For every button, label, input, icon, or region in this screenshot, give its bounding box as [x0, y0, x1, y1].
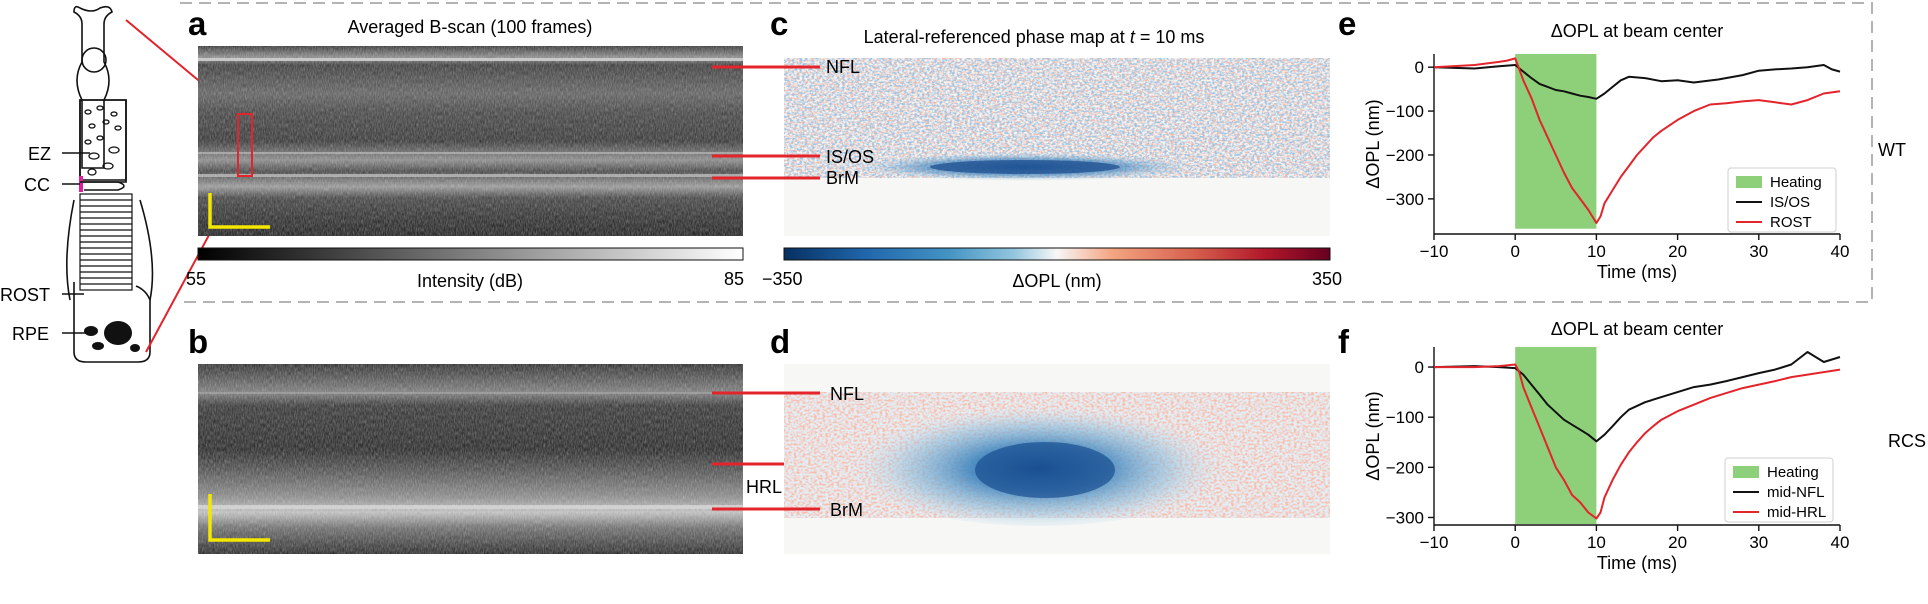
series-line-is-os — [1433, 64, 1841, 100]
x-tick-label: 0 — [1510, 242, 1519, 261]
rcs-layer-markers — [712, 391, 820, 511]
panel-letter-e: e — [1338, 5, 1356, 42]
x-tick-label: 10 — [1587, 242, 1606, 261]
heating-region — [1515, 347, 1597, 524]
intensity-colorbar — [197, 247, 744, 261]
panel-a-title: Averaged B-scan (100 frames) — [348, 17, 593, 37]
mitochondria — [84, 105, 122, 176]
bscan-wt-image — [198, 46, 743, 236]
series-line-rost — [1433, 57, 1841, 224]
x-tick-label: −10 — [1420, 242, 1449, 261]
rpe-cell — [73, 282, 151, 363]
x-tick-label: 20 — [1668, 533, 1687, 552]
melanin-granules — [84, 321, 140, 352]
y-axis-label: ΔOPL (nm) — [1363, 391, 1383, 480]
connecting-cilium — [79, 176, 83, 192]
layer-label-nfl-rcs: NFL — [830, 384, 864, 404]
label-rost: ROST — [0, 285, 50, 305]
label-ez: EZ — [28, 144, 51, 164]
chart-f: ΔOPL at beam center−10 0 10 20 30 400−100−200… — [1363, 319, 1849, 573]
legend-label: ROST — [1770, 214, 1812, 231]
series-line-mid-hrl — [1434, 363, 1841, 520]
legend-swatch-heating — [1733, 466, 1759, 478]
layer-label-isos-wt: IS/OS — [826, 147, 874, 167]
layer-label-hrl-rcs: HRL — [746, 477, 782, 497]
x-tick-label: 20 — [1668, 242, 1687, 261]
label-cc: CC — [24, 175, 50, 195]
x-tick-label: 30 — [1749, 533, 1768, 552]
y-tick-label: −300 — [1386, 508, 1424, 527]
legend-label: mid-NFL — [1767, 484, 1825, 501]
opl-colorbar-max: 350 — [1312, 269, 1342, 289]
phase-map-wt — [784, 58, 1330, 236]
intensity-colorbar-max: 85 — [724, 269, 744, 289]
y-tick-label: −200 — [1386, 458, 1424, 477]
y-tick-label: −100 — [1386, 102, 1424, 121]
layer-label-brm-wt: BrM — [826, 168, 859, 188]
legend-label: Heating — [1770, 174, 1822, 191]
chart-title: ΔOPL at beam center — [1551, 21, 1723, 41]
chart-title: ΔOPL at beam center — [1551, 319, 1723, 339]
bscan-rcs-image — [198, 364, 743, 554]
series-line-mid-nfl — [1433, 351, 1841, 443]
legend-label: IS/OS — [1770, 194, 1810, 211]
opl-colorbar — [783, 247, 1331, 261]
nucleus — [81, 47, 107, 73]
panel-letter-b: b — [188, 323, 208, 360]
y-axis-label: ΔOPL (nm) — [1363, 99, 1383, 188]
row-label-wt: WT — [1878, 140, 1906, 160]
y-tick-label: 0 — [1415, 58, 1424, 77]
label-rpe: RPE — [12, 324, 49, 344]
row-label-rcs: RCS — [1888, 431, 1926, 451]
x-tick-label: 0 — [1510, 533, 1519, 552]
cell-label-leaders — [62, 152, 90, 334]
panel-letter-d: d — [770, 323, 790, 360]
x-axis-label: Time (ms) — [1597, 553, 1677, 573]
outer-segment-discs — [79, 193, 133, 291]
x-tick-label: 40 — [1831, 242, 1850, 261]
x-tick-label: −10 — [1420, 533, 1449, 552]
scale-bar — [208, 193, 270, 229]
legend-label: mid-HRL — [1767, 504, 1826, 521]
scale-bar — [208, 494, 270, 542]
panel-letter-a: a — [188, 5, 207, 42]
photoreceptor-diagram — [66, 5, 154, 363]
y-tick-label: 0 — [1415, 358, 1424, 377]
intensity-colorbar-min: 55 — [186, 269, 206, 289]
zoom-box — [237, 113, 253, 177]
intensity-colorbar-label: Intensity (dB) — [417, 271, 523, 291]
cell-body — [73, 5, 113, 169]
legend-swatch-heating — [1736, 176, 1762, 188]
x-axis-label: Time (ms) — [1597, 262, 1677, 282]
opl-colorbar-min: −350 — [762, 269, 803, 289]
y-tick-label: −100 — [1386, 408, 1424, 427]
x-tick-label: 10 — [1587, 533, 1606, 552]
layer-label-nfl-wt: NFL — [826, 57, 860, 77]
panel-c-title: Lateral-referenced phase map at t = 10 m… — [864, 27, 1205, 47]
y-tick-label: −200 — [1386, 146, 1424, 165]
heating-region — [1515, 54, 1597, 229]
panel-letter-c: c — [770, 5, 788, 42]
x-tick-label: 30 — [1749, 242, 1768, 261]
chart-e: ΔOPL at beam center−10 0 10 20 30 400−100−200… — [1363, 21, 1849, 282]
wt-layer-markers — [712, 65, 820, 180]
y-tick-label: −300 — [1386, 190, 1424, 209]
layer-label-brm-rcs: BrM — [830, 500, 863, 520]
x-tick-label: 40 — [1831, 533, 1850, 552]
legend-label: Heating — [1767, 464, 1819, 481]
phase-map-rcs — [784, 364, 1330, 554]
opl-colorbar-label: ΔOPL (nm) — [1012, 271, 1101, 291]
wt-row-outline — [180, 2, 1873, 303]
panel-letter-f: f — [1338, 323, 1350, 360]
